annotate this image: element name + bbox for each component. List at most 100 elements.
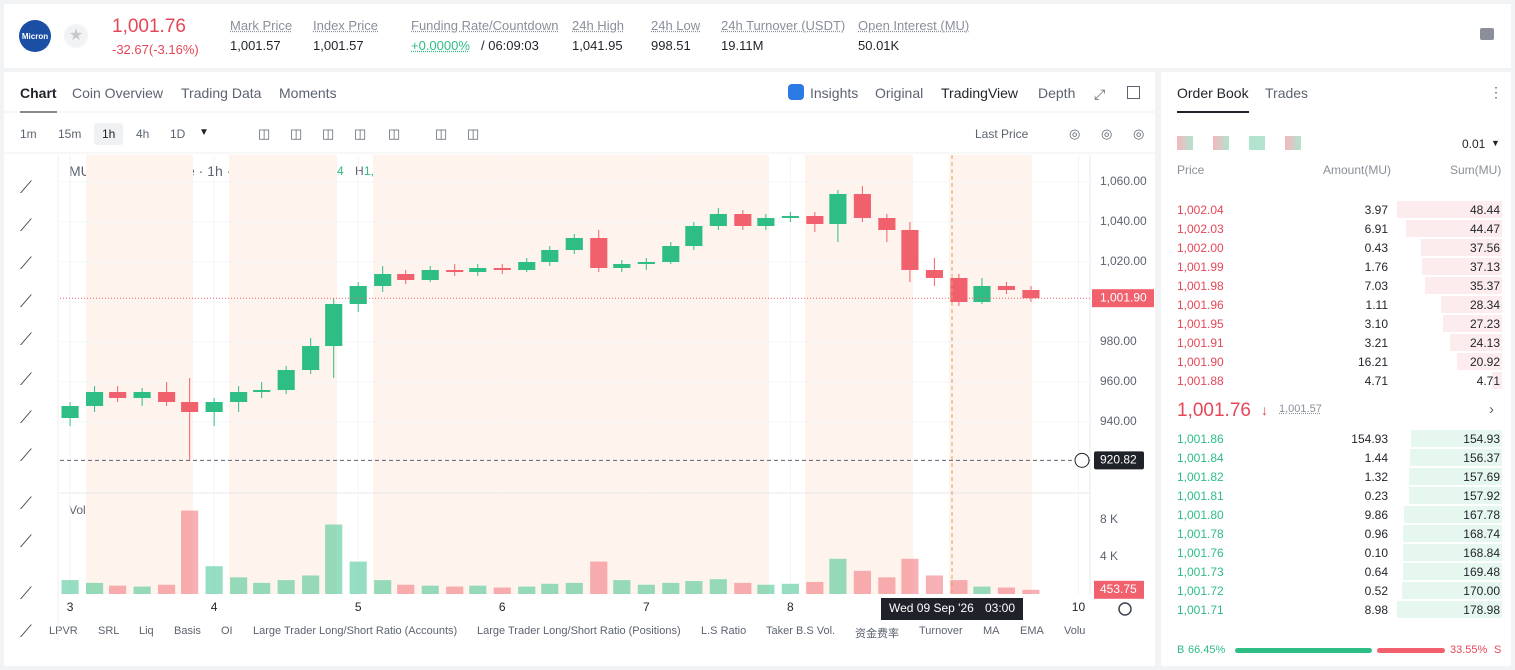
ob-price[interactable]: 1,001.98 xyxy=(1177,279,1224,293)
ob-price[interactable]: 1,001.86 xyxy=(1177,432,1224,446)
volume-bar xyxy=(86,582,104,594)
ob-price[interactable]: 1,001.84 xyxy=(1177,451,1224,465)
ob-price[interactable]: 1,002.04 xyxy=(1177,203,1224,217)
tool-icon[interactable]: ◫ xyxy=(467,126,480,141)
draw-tool[interactable]: ⟋ xyxy=(20,584,32,603)
interval[interactable]: 1D xyxy=(170,127,186,141)
price-source[interactable]: Last Price xyxy=(975,127,1029,141)
view-tab[interactable]: Original xyxy=(875,85,924,101)
tool-icon[interactable]: ◫ xyxy=(388,126,401,141)
indicator[interactable]: SRL xyxy=(98,625,120,637)
ob-layout[interactable] xyxy=(1285,136,1301,150)
indicator[interactable]: Taker B.S Vol. xyxy=(766,625,836,637)
draw-tool[interactable]: ⟋ xyxy=(20,178,32,197)
indicator[interactable]: Basis xyxy=(174,625,201,637)
indicator[interactable]: MA xyxy=(983,625,1000,637)
tool-icon[interactable]: ◫ xyxy=(354,126,367,141)
chart-tab[interactable]: Trading Data xyxy=(181,85,262,101)
candle-body xyxy=(1022,290,1040,299)
ob-price[interactable]: 1,001.78 xyxy=(1177,527,1224,541)
indicator[interactable]: L.S Ratio xyxy=(701,625,747,637)
ob-price[interactable]: 1,001.81 xyxy=(1177,489,1224,503)
draw-tool[interactable]: ⟋ xyxy=(20,622,32,641)
menu[interactable]: ⋮ xyxy=(1489,84,1503,100)
ob-column: Amount(MU) xyxy=(1323,163,1392,177)
tool-icon[interactable]: ◫ xyxy=(322,126,335,141)
tool-icon[interactable]: ◫ xyxy=(258,126,271,141)
session-band xyxy=(949,155,1032,594)
draw-tool[interactable]: ⟋ xyxy=(20,494,32,513)
stat-value: 50.01K xyxy=(858,38,900,53)
ob-price[interactable]: 1,001.90 xyxy=(1177,355,1224,369)
ob-price[interactable]: 1,001.88 xyxy=(1177,374,1224,388)
ob-sum: 168.84 xyxy=(1463,546,1500,560)
draw-tool[interactable]: ⟋ xyxy=(20,532,32,551)
volume-bar xyxy=(518,586,536,594)
ob-price[interactable]: 1,001.72 xyxy=(1177,584,1224,598)
view-tab[interactable]: Depth xyxy=(1038,85,1076,101)
interval[interactable]: 1m xyxy=(20,127,37,141)
ob-layout[interactable] xyxy=(1213,136,1229,150)
ob-amount: 0.10 xyxy=(1364,546,1388,560)
draw-tool[interactable]: ⟋ xyxy=(20,330,32,349)
icon[interactable] xyxy=(1127,86,1140,99)
y-tick-label: 1,020.00 xyxy=(1100,254,1147,268)
candle-body xyxy=(757,218,775,226)
indicator[interactable]: 资金费率 xyxy=(855,628,899,640)
indicator[interactable]: EMA xyxy=(1020,625,1044,637)
indicator[interactable]: LPVR xyxy=(49,625,78,637)
ob-price[interactable]: 1,001.82 xyxy=(1177,470,1224,484)
tool-icon[interactable]: ◫ xyxy=(290,126,303,141)
draw-tool[interactable]: ⟋ xyxy=(20,216,32,235)
indicator[interactable]: OI xyxy=(221,625,233,637)
ob-tab[interactable]: Trades xyxy=(1265,85,1309,101)
view-tab[interactable]: TradingView xyxy=(941,85,1019,101)
ob-more[interactable]: › xyxy=(1489,401,1494,418)
ob-price[interactable]: 1,001.80 xyxy=(1177,508,1224,522)
interval[interactable]: 1h xyxy=(94,123,124,145)
ob-price[interactable]: 1,001.91 xyxy=(1177,336,1224,350)
ob-price[interactable]: 1,001.99 xyxy=(1177,260,1224,274)
indicator[interactable]: Large Trader Long/Short Ratio (Positions… xyxy=(477,625,681,637)
draw-tool[interactable]: ⟋ xyxy=(20,408,32,427)
chart-tab[interactable]: Coin Overview xyxy=(72,85,164,101)
ob-layout[interactable] xyxy=(1249,136,1265,150)
ob-price[interactable]: 1,001.76 xyxy=(1177,546,1224,560)
depth-bar xyxy=(1405,220,1502,237)
draw-tool[interactable]: ⟋ xyxy=(20,254,32,273)
ob-layout[interactable] xyxy=(1177,136,1193,150)
indicator[interactable]: Turnover xyxy=(919,625,963,637)
icon[interactable]: ⤢ xyxy=(1094,86,1106,102)
tool-icon[interactable]: ◎ xyxy=(1133,126,1145,141)
ob-price[interactable]: 1,001.96 xyxy=(1177,298,1224,312)
volume-bar xyxy=(230,577,248,594)
indicator[interactable]: Volu xyxy=(1064,625,1086,637)
sell-pct: 33.55% xyxy=(1450,644,1488,656)
view-tab[interactable]: Insights xyxy=(810,85,859,101)
tool-icon[interactable]: ◎ xyxy=(1101,126,1113,141)
ob-tick[interactable]: 0.01 xyxy=(1462,137,1486,151)
stat-value: 998.51 xyxy=(651,38,691,53)
tool-icon[interactable]: ◎ xyxy=(1069,126,1081,141)
crosshair-plus xyxy=(1074,452,1090,468)
ob-price[interactable]: 1,002.00 xyxy=(1177,241,1224,255)
ob-price[interactable]: 1,001.95 xyxy=(1177,317,1224,331)
tool-icon[interactable]: ◫ xyxy=(435,126,448,141)
chart-tab[interactable]: Moments xyxy=(279,85,337,101)
interval[interactable]: 15m xyxy=(58,127,82,141)
volume-bar xyxy=(349,561,367,594)
ob-price[interactable]: 1,002.03 xyxy=(1177,222,1224,236)
indicator[interactable]: Liq xyxy=(139,625,154,637)
volume-bar xyxy=(493,587,511,594)
indicator[interactable]: Large Trader Long/Short Ratio (Accounts) xyxy=(253,625,458,637)
interval[interactable]: 4h xyxy=(136,127,150,141)
draw-tool[interactable]: ⟋ xyxy=(20,446,32,465)
ob-price[interactable]: 1,001.73 xyxy=(1177,565,1224,579)
ob-tab[interactable]: Order Book xyxy=(1177,85,1249,113)
draw-tool[interactable]: ⟋ xyxy=(20,370,32,389)
ob-price[interactable]: 1,001.71 xyxy=(1177,603,1224,617)
candle-body xyxy=(421,270,439,280)
y-tick-label: 960.00 xyxy=(1100,374,1137,388)
favorite-star[interactable]: ★ xyxy=(64,24,88,48)
draw-tool[interactable]: ⟋ xyxy=(20,292,32,311)
